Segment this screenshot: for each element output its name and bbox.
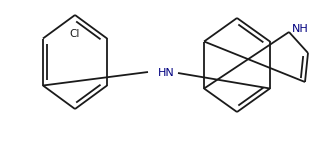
Text: HN: HN [158,68,175,78]
Text: Cl: Cl [70,29,80,39]
Text: NH: NH [292,24,309,34]
